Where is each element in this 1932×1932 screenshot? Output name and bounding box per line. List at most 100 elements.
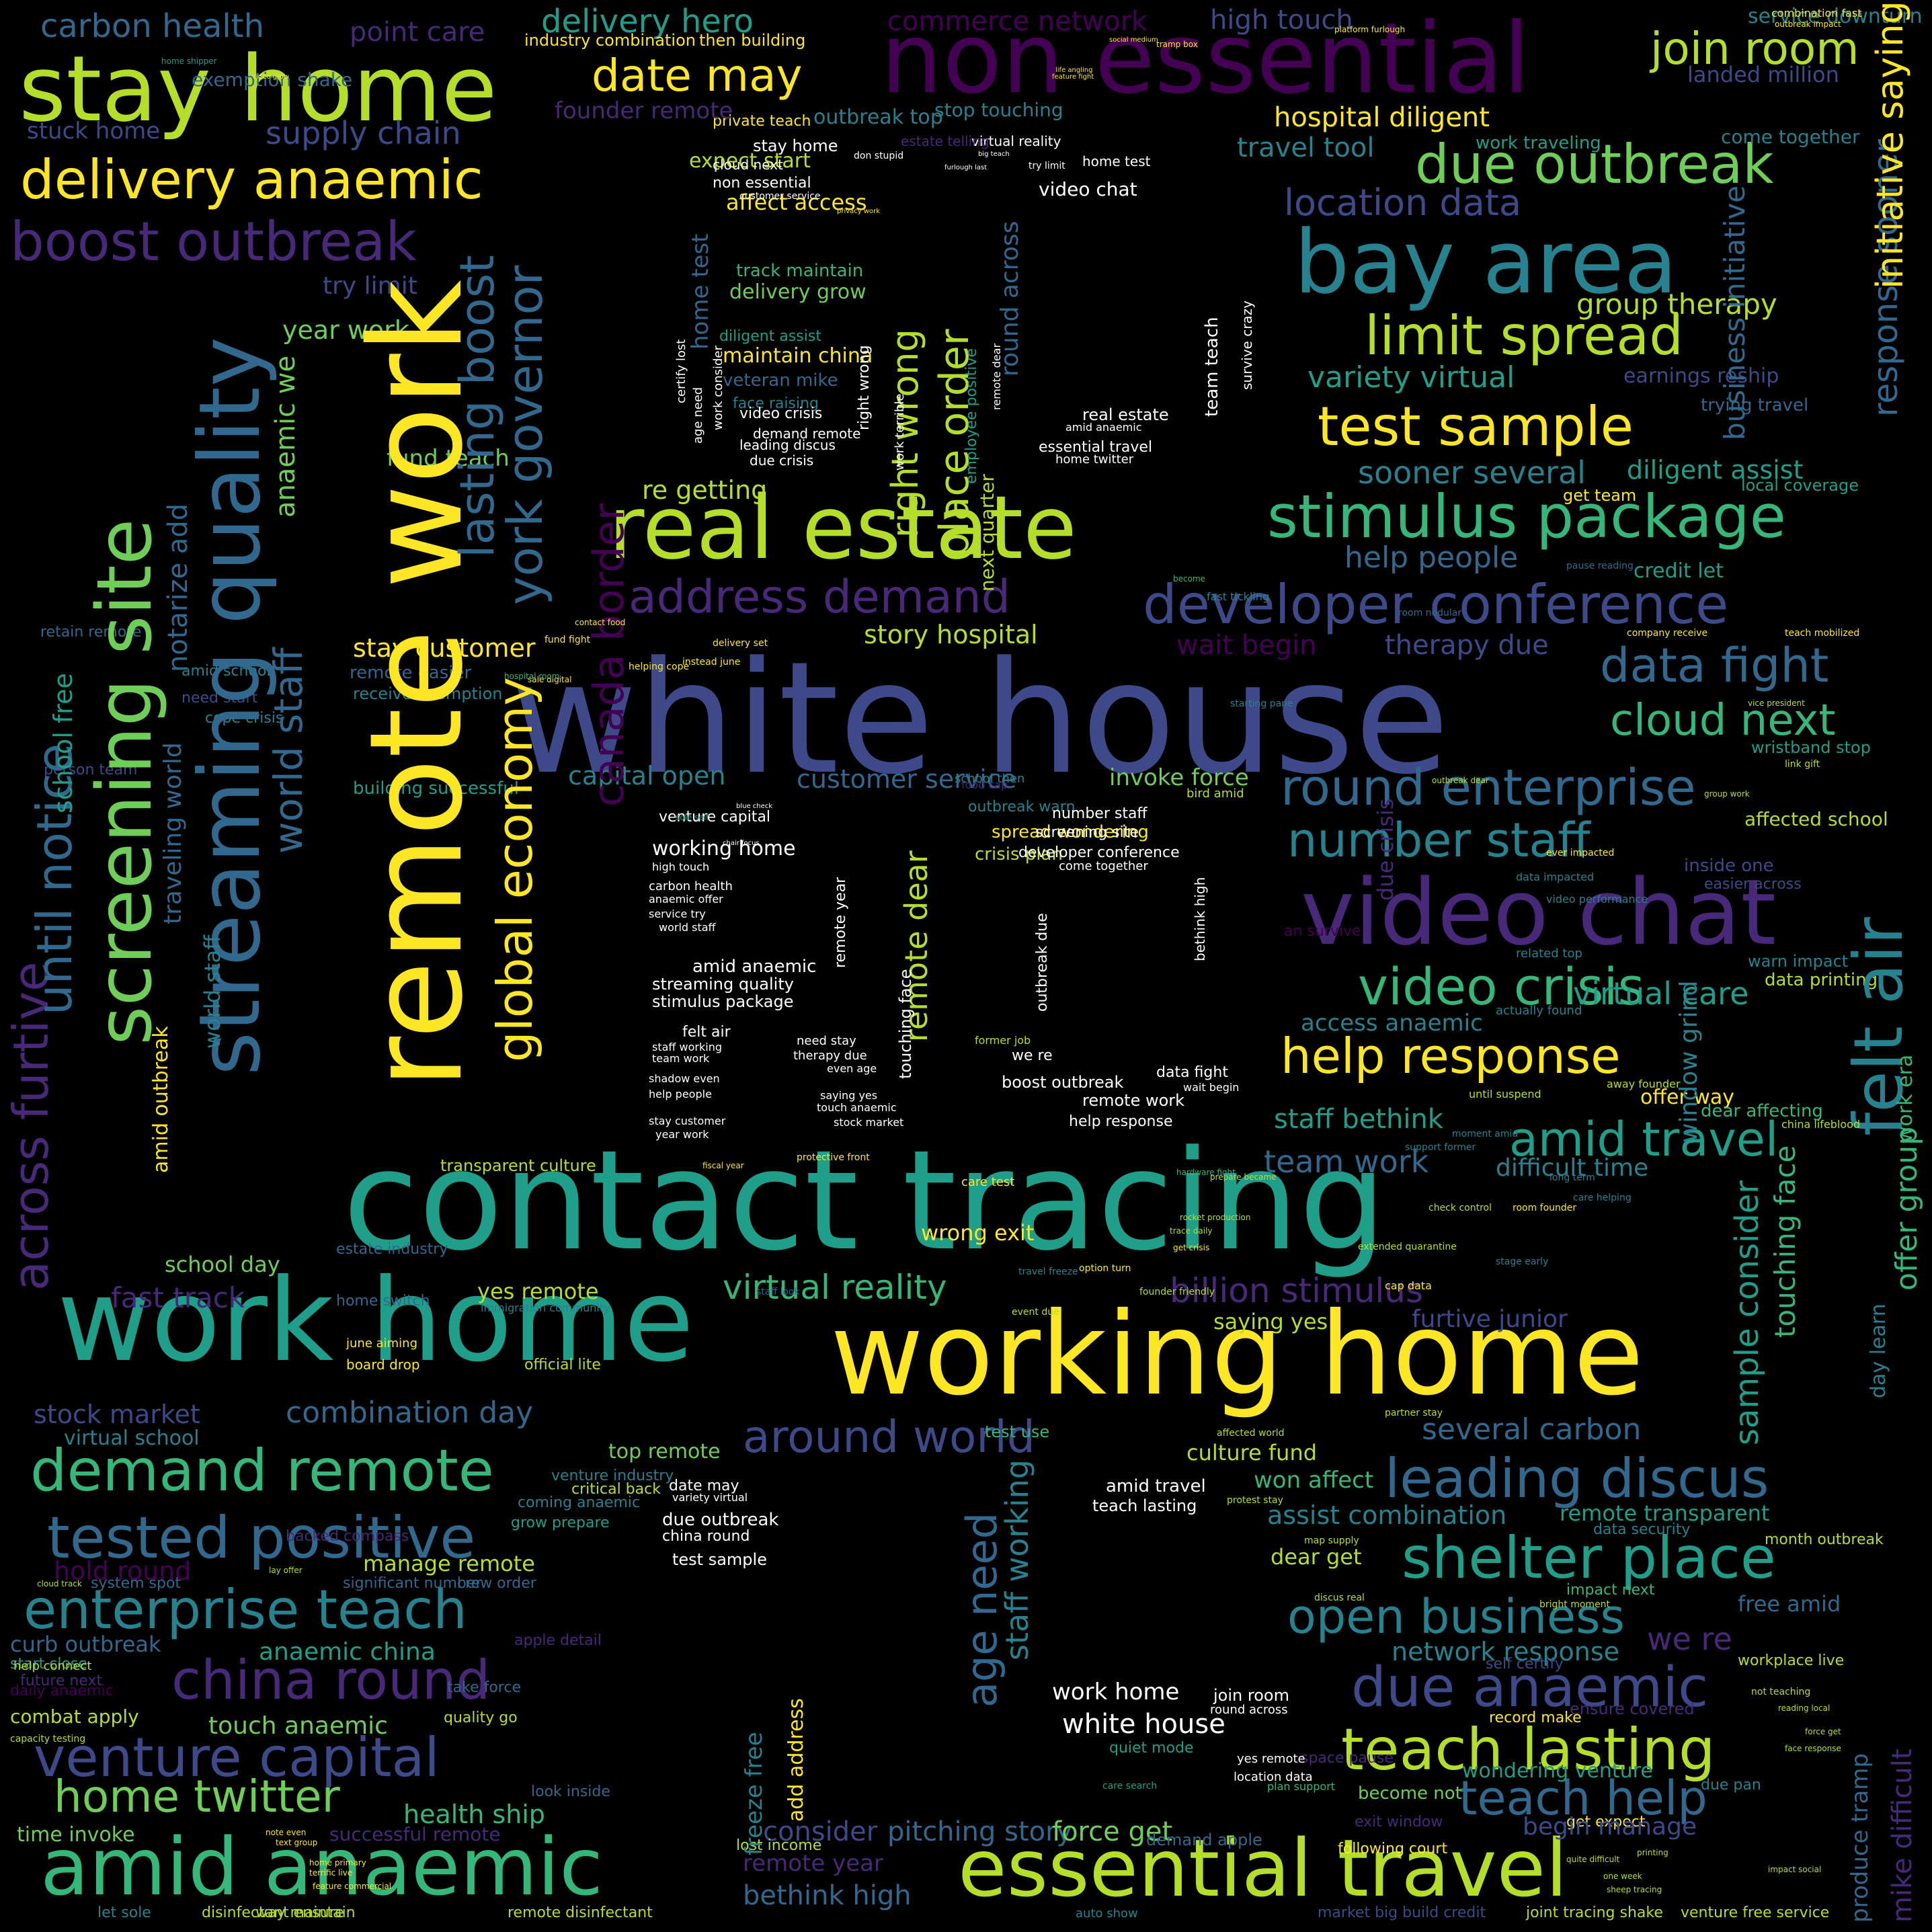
micro-word: prepare became [1210, 1172, 1277, 1182]
inner-word: yes remote [1237, 1752, 1305, 1766]
word: commerce network [887, 6, 1148, 37]
word: amid anaemic [40, 1820, 604, 1913]
word: several carbon [1422, 1412, 1642, 1447]
word: record make [1489, 1709, 1582, 1726]
word: work traveling [1476, 133, 1601, 153]
word: consider [763, 1816, 878, 1847]
word: enterprise teach [24, 1578, 467, 1641]
micro-word: partner stay [1385, 1408, 1443, 1418]
micro-word: group work [1704, 789, 1750, 799]
micro-word: travel freeze [1018, 1266, 1078, 1277]
micro-word: protest stay [1227, 1495, 1283, 1506]
word: data printing [1765, 970, 1878, 990]
word: around world [743, 1411, 1035, 1463]
micro-word: discus real [1314, 1593, 1365, 1603]
word: pitching story [887, 1816, 1073, 1847]
word: building successful [353, 778, 519, 799]
micro-word: video performance [1546, 893, 1648, 905]
micro-word: tramp box [1156, 40, 1198, 49]
word: china round [171, 1649, 491, 1712]
word: real estate [608, 477, 1077, 579]
micro-word: staff look [756, 1287, 800, 1297]
word: sample consider [1728, 1180, 1766, 1445]
inner-word: amid anaemic [1065, 421, 1142, 434]
word: school day [165, 1252, 280, 1277]
inner-word: work consider [711, 346, 725, 430]
inner-word: remote dear [990, 343, 1003, 410]
word: due anaemic [1351, 1656, 1709, 1720]
word: person team [44, 762, 138, 778]
micro-word: moment amid [1452, 1129, 1519, 1139]
word: touching face [1769, 1145, 1802, 1338]
word: wait begin [1176, 630, 1317, 661]
inner-word: working home [652, 837, 796, 860]
word: offer group [1890, 1126, 1924, 1291]
word: school then [955, 772, 1025, 786]
word: virtual care [1573, 975, 1749, 1012]
word: service downturn [1748, 5, 1923, 28]
inner-word: touching face [896, 969, 915, 1079]
word: video chat [1301, 860, 1777, 965]
inner-word: essential travel [1039, 439, 1153, 456]
word: demand remote [30, 1437, 494, 1504]
micro-word: stage early [1496, 1256, 1549, 1267]
inner-word: venture capital [659, 809, 771, 826]
micro-word: care search [1102, 1781, 1158, 1792]
word: screening site [81, 518, 169, 1045]
inner-word: home test [1082, 153, 1151, 169]
word: employee positive [963, 348, 980, 484]
word: supply chain [266, 115, 461, 151]
word: stay customer [353, 633, 536, 663]
micro-word: grow prepare [511, 1515, 610, 1531]
word: york governor [497, 265, 553, 605]
micro-word: home switch [336, 1293, 430, 1310]
micro-word: quality go [444, 1709, 518, 1726]
inner-word: remote year [832, 877, 849, 968]
word: affect access [726, 190, 867, 215]
inner-word: demand remote [753, 426, 861, 442]
word: curb outbreak [10, 1632, 161, 1657]
micro-word: quiet mode [1109, 1740, 1194, 1757]
word: begin manage [1523, 1813, 1697, 1841]
micro-word: get crisis [1173, 1243, 1210, 1252]
word: billion stimulus [1170, 1271, 1424, 1310]
word: saying yes [1213, 1309, 1328, 1334]
micro-word: an survive [1284, 923, 1361, 940]
micro-word: extended quarantine [1358, 1242, 1457, 1252]
micro-word: starting pane [1230, 698, 1293, 709]
word: year work [282, 315, 409, 345]
word: won affect [1254, 1467, 1374, 1494]
micro-word: affected world [1217, 1428, 1285, 1439]
micro-word: quite difficult [1566, 1855, 1620, 1864]
micro-word: estate industry [336, 1241, 448, 1258]
word: variety virtual [1307, 360, 1515, 395]
word: health ship [403, 1800, 545, 1829]
word: dear affecting [1701, 1101, 1823, 1121]
inner-word: test sample [672, 1550, 767, 1569]
inner-word: need stay [797, 1034, 856, 1048]
word: following court [1338, 1841, 1448, 1857]
micro-word: crew order [457, 1575, 536, 1592]
word: virtual school [64, 1426, 200, 1450]
micro-word: lay offer [269, 1566, 303, 1575]
micro-word: bird amid [1186, 787, 1244, 801]
word: offer way [1640, 1086, 1735, 1109]
word: team work [1264, 1143, 1429, 1180]
micro-word: significant number [343, 1575, 482, 1592]
word: difficult time [1496, 1154, 1649, 1182]
inner-word: video crisis [739, 405, 823, 422]
word: stuck home [27, 118, 161, 145]
micro-word: contact food [575, 618, 626, 627]
micro-word: then building [699, 31, 806, 50]
word: point care [350, 17, 485, 48]
inner-word: year work [655, 1128, 709, 1141]
micro-word: system spot [91, 1575, 182, 1592]
word: wristband stop [1751, 738, 1871, 757]
word: touch anaemic [208, 1712, 388, 1740]
inner-word: team teach [1202, 317, 1222, 417]
inner-word: we re [1012, 1047, 1053, 1064]
word: test sample [1318, 395, 1634, 458]
word: free amid [1738, 1591, 1841, 1617]
micro-word: pause reading [1566, 561, 1634, 571]
inner-word: outbreak due [1034, 913, 1051, 1012]
